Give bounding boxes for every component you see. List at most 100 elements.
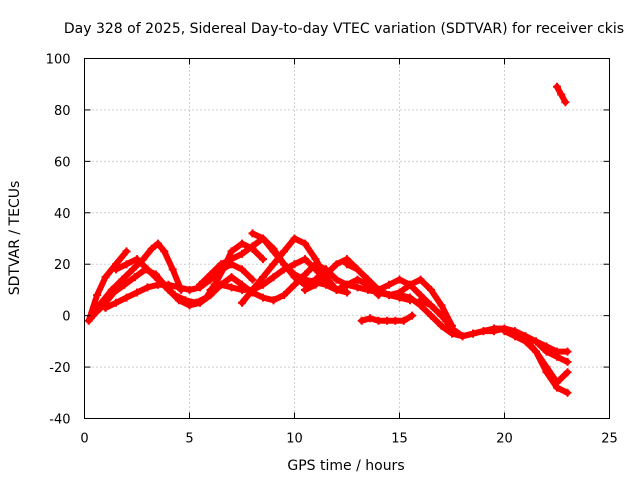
- data-point-marker: [280, 260, 288, 269]
- data-point-marker: [143, 265, 152, 274]
- data-point-marker: [238, 298, 246, 307]
- data-point-marker: [532, 347, 540, 356]
- data-point-marker: [416, 296, 425, 305]
- data-point-marker: [154, 239, 162, 248]
- series-track-17: [521, 332, 572, 366]
- data-point-marker: [206, 285, 215, 294]
- data-point-marker: [563, 388, 572, 397]
- data-point-marker: [93, 291, 102, 300]
- grid-lines: [84, 58, 610, 419]
- data-point-marker: [427, 301, 435, 310]
- data-point-marker: [532, 337, 540, 346]
- data-point-marker: [437, 301, 446, 310]
- data-point-marker: [448, 324, 456, 333]
- y-axis-ticks: -40 -20 0 20 40 60 80 100: [46, 53, 610, 428]
- data-point-marker: [168, 265, 177, 274]
- data-point-marker: [238, 249, 246, 258]
- data-point-marker: [122, 260, 131, 269]
- data-point-marker: [561, 98, 570, 107]
- y-tick-label: 100: [46, 53, 71, 68]
- data-point-marker: [332, 285, 341, 294]
- x-tick-label: 5: [185, 432, 193, 447]
- data-point-marker: [147, 244, 156, 253]
- data-point-marker: [395, 291, 404, 300]
- data-point-marker: [542, 363, 551, 372]
- data-point-marker: [290, 260, 299, 269]
- data-point-marker: [557, 90, 566, 99]
- data-point-marker: [311, 260, 320, 269]
- data-point-marker: [112, 298, 120, 307]
- data-point-marker: [364, 275, 372, 284]
- data-point-marker: [301, 270, 309, 279]
- data-point-marker: [259, 255, 267, 264]
- data-point-marker: [133, 288, 141, 297]
- data-point-marker: [259, 293, 267, 302]
- data-point-marker: [290, 270, 299, 279]
- data-point-marker: [322, 270, 330, 279]
- data-point-marker: [130, 273, 139, 282]
- data-point-marker: [227, 247, 236, 256]
- data-point-marker: [399, 316, 408, 325]
- data-point-marker: [269, 296, 278, 305]
- data-point-marker: [120, 280, 129, 289]
- data-point-marker: [366, 314, 375, 323]
- y-tick-label: 0: [62, 310, 70, 325]
- data-point-marker: [196, 280, 204, 289]
- data-point-marker: [118, 275, 127, 284]
- data-point-marker: [343, 280, 351, 289]
- data-point-marker: [437, 321, 446, 330]
- x-tick-label: 0: [80, 432, 88, 447]
- x-axis-ticks: 0 5 10 15 20 25: [80, 58, 618, 447]
- data-point-marker: [500, 327, 509, 336]
- data-point-marker: [227, 255, 236, 264]
- data-point-marker: [427, 285, 435, 294]
- data-point-marker: [269, 260, 278, 269]
- data-point-marker: [143, 283, 152, 292]
- data-point-marker: [311, 280, 320, 289]
- data-point-marker: [553, 378, 561, 387]
- data-point-marker: [553, 82, 561, 91]
- data-point-marker: [128, 265, 137, 274]
- data-point-marker: [112, 265, 120, 274]
- y-tick-label: 60: [54, 155, 71, 170]
- data-point-marker: [301, 255, 309, 264]
- y-tick-label: -20: [49, 361, 70, 376]
- data-point-marker: [238, 285, 246, 294]
- data-point-marker: [248, 242, 257, 251]
- data-point-marker: [101, 273, 110, 282]
- data-point-marker: [227, 283, 236, 292]
- data-point-marker: [185, 285, 194, 294]
- data-point-marker: [175, 296, 183, 305]
- data-point-marker: [301, 285, 309, 294]
- data-point-marker: [469, 329, 477, 338]
- data-point-marker: [259, 234, 267, 243]
- y-tick-label: 20: [54, 258, 71, 273]
- data-point-marker: [395, 275, 404, 284]
- data-point-marker: [553, 352, 561, 361]
- data-point-marker: [416, 275, 425, 284]
- data-point-marker: [227, 273, 236, 282]
- data-point-marker: [259, 273, 267, 282]
- data-point-marker: [521, 332, 530, 341]
- data-point-marker: [563, 347, 572, 356]
- chart-title: Day 328 of 2025, Sidereal Day-to-day VTE…: [64, 21, 624, 37]
- series-track-2: [86, 239, 186, 323]
- data-point-marker: [343, 288, 351, 297]
- data-point-marker: [385, 280, 393, 289]
- data-point-marker: [160, 247, 169, 256]
- series-track-16: [500, 327, 572, 387]
- x-tick-label: 10: [286, 432, 303, 447]
- data-point-marker: [364, 285, 372, 294]
- data-point-marker: [238, 239, 246, 248]
- data-point-marker: [458, 332, 467, 341]
- data-point-marker: [437, 311, 446, 320]
- data-point-marker: [406, 293, 414, 302]
- data-point-marker: [353, 265, 362, 274]
- data-point-marker: [563, 368, 572, 377]
- data-point-marker: [164, 285, 173, 294]
- data-point-marker: [217, 260, 225, 269]
- data-point-marker: [290, 280, 299, 289]
- series-track-18: [553, 82, 570, 107]
